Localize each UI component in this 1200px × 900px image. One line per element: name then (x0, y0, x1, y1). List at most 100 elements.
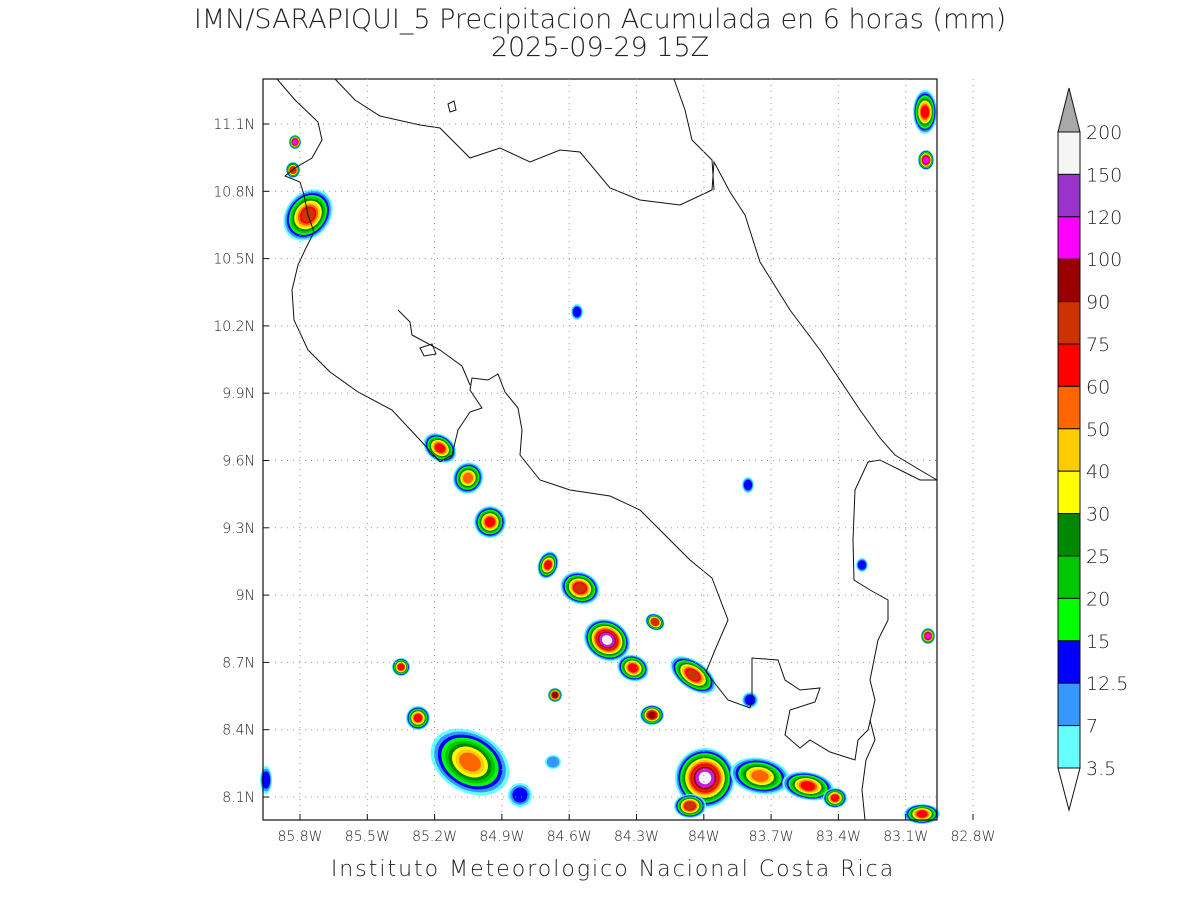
colorbar-label: 30 (1086, 504, 1110, 526)
border (673, 78, 715, 191)
rain-cell (459, 752, 481, 772)
rain-cell (413, 713, 423, 723)
colorbar-label: 60 (1086, 376, 1110, 398)
rain-cell (574, 583, 586, 593)
lon-label: 85.8W (277, 829, 322, 845)
colorbar-segment (1057, 555, 1081, 599)
rain-cell (434, 443, 446, 453)
rain-cell (857, 560, 867, 570)
rain-cell (572, 306, 582, 318)
colorbar-label: 200 (1086, 122, 1122, 144)
rain-cell (628, 663, 638, 673)
colorbar-label: 40 (1086, 461, 1110, 483)
colorbar-segment (1057, 513, 1081, 557)
lon-label: 83.4W (816, 829, 861, 845)
colorbar-label: 20 (1086, 588, 1110, 610)
colorbar-segment (1057, 258, 1081, 303)
lat-label: 8.1N (222, 790, 255, 806)
footer: Instituto Meteorologico Nacional Costa R… (331, 857, 895, 882)
rain-cell (920, 105, 930, 119)
lat-label: 8.4N (222, 723, 255, 739)
lat-label: 10.5N (213, 252, 255, 268)
lat-label: 10.8N (213, 184, 255, 200)
rain-cell (698, 771, 712, 785)
rain-cell (744, 694, 756, 706)
lon-label: 84.3W (614, 829, 659, 845)
rain-cell (292, 139, 298, 145)
colorbar-segment (1057, 470, 1081, 515)
lat-label: 10.2N (213, 319, 255, 335)
colorbar-below (1057, 767, 1081, 812)
colorbar-segment (1057, 640, 1081, 684)
rain-cell (544, 560, 552, 570)
rain-cell (830, 794, 840, 802)
colorbar-segment (1057, 597, 1081, 642)
lon-label: 85.5W (345, 829, 390, 845)
island (419, 343, 437, 357)
lon-label: 84.6W (547, 829, 592, 845)
colorbar-label: 100 (1086, 249, 1122, 271)
colorbar-above (1057, 87, 1081, 133)
colorbar-segment (1057, 385, 1081, 430)
rain-cell (601, 635, 613, 645)
rain-cell (743, 479, 753, 491)
coastline (861, 719, 876, 821)
lat-label: 8.7N (222, 655, 255, 671)
lon-label: 84.9W (479, 829, 524, 845)
coastline (397, 309, 471, 386)
colorbar-segment (1057, 428, 1081, 472)
map-frame (262, 78, 938, 821)
colorbar-label: 25 (1086, 546, 1110, 568)
colorbar-segment (1057, 725, 1081, 769)
lon-label: 83.1W (883, 829, 928, 845)
colorbar-segment (1057, 343, 1081, 387)
lat-label: 9.9N (222, 386, 255, 402)
rain-cell (925, 632, 931, 640)
lon-label: 83.7W (749, 829, 794, 845)
colorbar-label: 50 (1086, 419, 1110, 441)
colorbar-label: 7 (1086, 716, 1098, 738)
rain-cell (261, 771, 271, 789)
colorbar-label: 12.5 (1086, 673, 1128, 695)
colorbar-segment (1057, 131, 1081, 175)
rain-cell (648, 711, 656, 719)
island (447, 100, 457, 113)
lat-label: 9.6N (222, 454, 255, 470)
rain-cell (685, 802, 695, 810)
rain-cell (462, 472, 474, 484)
coastline (334, 78, 938, 481)
lat-label: 9.3N (222, 521, 255, 537)
rain-cell (552, 692, 558, 698)
rain-cell (922, 156, 930, 164)
rain-cell (397, 663, 405, 671)
colorbar-segment (1057, 216, 1081, 260)
colorbar-segment (1057, 682, 1081, 727)
colorbar-segment (1057, 173, 1081, 218)
lon-label: 85.2W (412, 829, 457, 845)
colorbar-segment (1057, 301, 1081, 345)
rain-cell (916, 810, 928, 818)
title: IMN/SARAPIQUI_5 Precipitacion Acumulada … (194, 4, 1006, 35)
lon-label: 84W (688, 829, 720, 845)
rain-cell (484, 516, 496, 528)
precipitation-field (260, 90, 940, 824)
coastline (276, 78, 937, 761)
rain-cell (800, 781, 816, 791)
lon-label: 82.8W (950, 829, 995, 845)
colorbar-label: 75 (1086, 334, 1110, 356)
colorbar-label: 120 (1086, 207, 1122, 229)
rain-cell (546, 756, 560, 768)
colorbar-label: 3.5 (1086, 758, 1116, 780)
lat-label: 11.1N (213, 117, 255, 133)
coastlines (276, 78, 938, 821)
colorbar-label: 90 (1086, 292, 1110, 314)
colorbar-label: 150 (1086, 164, 1122, 186)
lat-label: 9N (236, 588, 255, 604)
rain-cell (512, 787, 528, 803)
colorbar-label: 15 (1086, 631, 1110, 653)
subtitle: 2025-09-29 15Z (491, 32, 709, 63)
rain-cell (651, 618, 659, 626)
rain-cell (686, 669, 700, 681)
